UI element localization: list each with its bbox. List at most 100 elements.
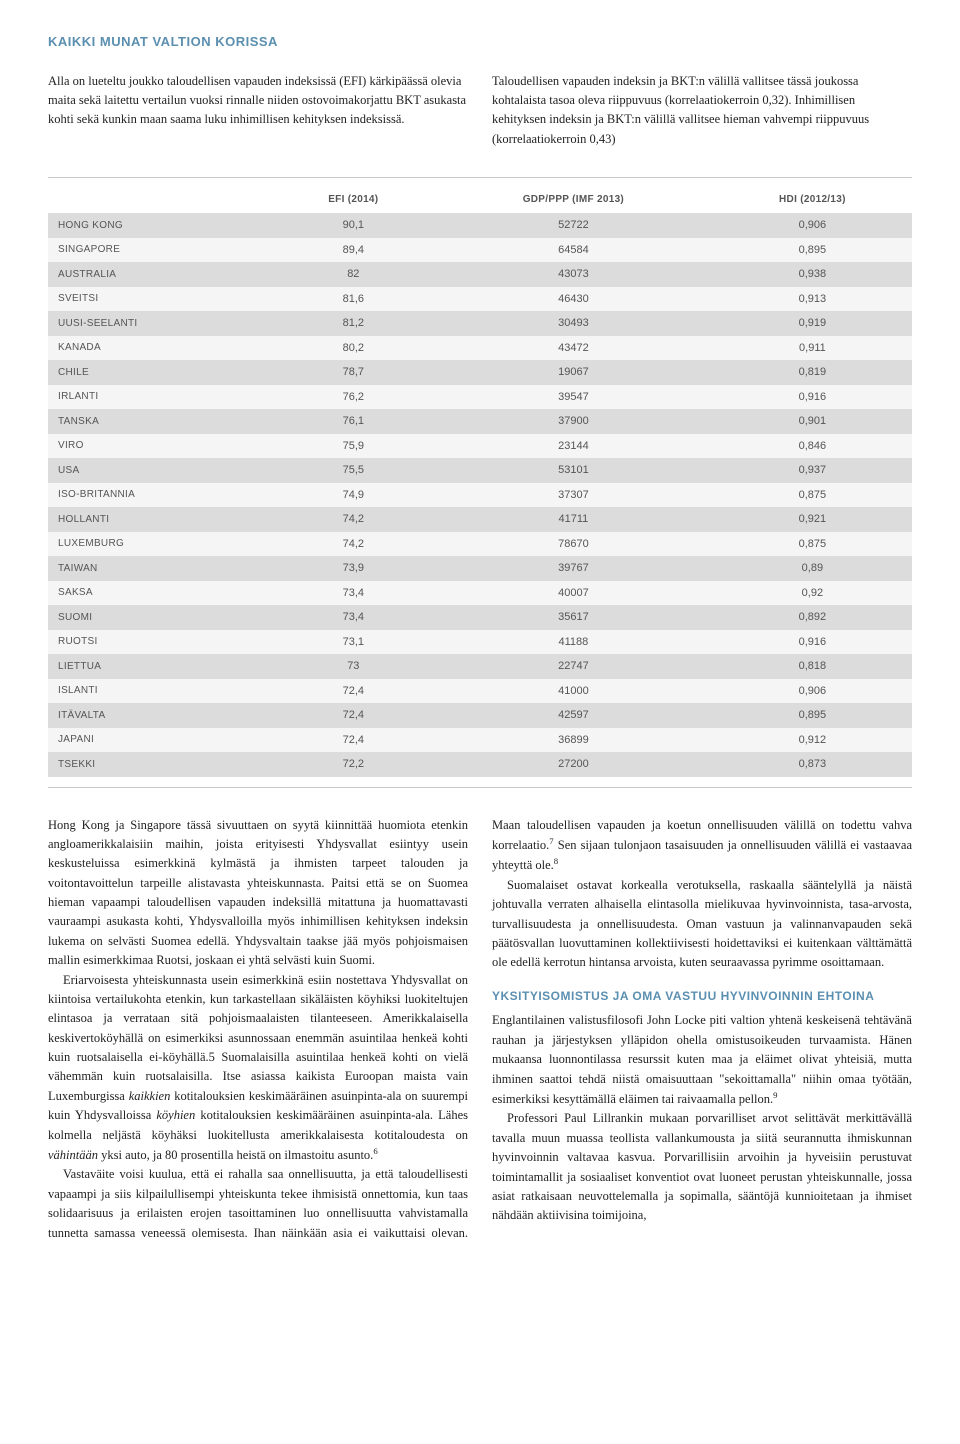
cell-value: 36899 <box>434 728 713 753</box>
cell-value: 72,2 <box>273 752 434 777</box>
cell-country: SUOMI <box>48 605 273 630</box>
cell-value: 64584 <box>434 238 713 263</box>
cell-value: 0,873 <box>713 752 912 777</box>
table-row: SAKSA73,4400070,92 <box>48 581 912 606</box>
cell-value: 37900 <box>434 409 713 434</box>
col-country <box>48 186 273 213</box>
table-row: VIRO75,9231440,846 <box>48 434 912 459</box>
cell-value: 74,9 <box>273 483 434 508</box>
cell-value: 41711 <box>434 507 713 532</box>
cell-value: 27200 <box>434 752 713 777</box>
cell-country: TANSKA <box>48 409 273 434</box>
table-header-row: EFI (2014) GDP/PPP (IMF 2013) HDI (2012/… <box>48 186 912 213</box>
table-row: HONG KONG90,1527220,906 <box>48 213 912 238</box>
col-efi: EFI (2014) <box>273 186 434 213</box>
cell-value: 0,901 <box>713 409 912 434</box>
table-row: USA75,5531010,937 <box>48 458 912 483</box>
cell-value: 75,9 <box>273 434 434 459</box>
cell-value: 76,1 <box>273 409 434 434</box>
cell-value: 39547 <box>434 385 713 410</box>
cell-country: LUXEMBURG <box>48 532 273 557</box>
cell-country: USA <box>48 458 273 483</box>
cell-country: IRLANTI <box>48 385 273 410</box>
cell-value: 90,1 <box>273 213 434 238</box>
cell-value: 82 <box>273 262 434 287</box>
cell-value: 0,921 <box>713 507 912 532</box>
cell-value: 39767 <box>434 556 713 581</box>
divider <box>48 177 912 178</box>
cell-value: 0,916 <box>713 630 912 655</box>
cell-value: 72,4 <box>273 728 434 753</box>
cell-value: 81,6 <box>273 287 434 312</box>
table-row: JAPANI72,4368990,912 <box>48 728 912 753</box>
cell-value: 0,937 <box>713 458 912 483</box>
cell-value: 0,938 <box>713 262 912 287</box>
cell-value: 0,911 <box>713 336 912 361</box>
cell-country: ISO-BRITANNIA <box>48 483 273 508</box>
table-row: SUOMI73,4356170,892 <box>48 605 912 630</box>
cell-country: SVEITSI <box>48 287 273 312</box>
cell-country: LIETTUA <box>48 654 273 679</box>
cell-value: 42597 <box>434 703 713 728</box>
cell-value: 0,913 <box>713 287 912 312</box>
table-row: LIETTUA73227470,818 <box>48 654 912 679</box>
body-paragraph: Eriarvoisesta yhteiskunnasta usein esime… <box>48 971 468 1166</box>
cell-value: 0,846 <box>713 434 912 459</box>
cell-value: 72,4 <box>273 679 434 704</box>
table-row: HOLLANTI74,2417110,921 <box>48 507 912 532</box>
cell-value: 0,818 <box>713 654 912 679</box>
cell-value: 0,919 <box>713 311 912 336</box>
cell-value: 0,92 <box>713 581 912 606</box>
body-text: Hong Kong ja Singapore tässä sivuuttaen … <box>48 816 912 1243</box>
cell-value: 80,2 <box>273 336 434 361</box>
cell-value: 23144 <box>434 434 713 459</box>
cell-value: 78670 <box>434 532 713 557</box>
body-paragraph: Hong Kong ja Singapore tässä sivuuttaen … <box>48 816 468 971</box>
cell-value: 76,2 <box>273 385 434 410</box>
cell-country: ITÄVALTA <box>48 703 273 728</box>
cell-value: 43073 <box>434 262 713 287</box>
cell-value: 40007 <box>434 581 713 606</box>
intro-left: Alla on lueteltu joukko taloudellisen va… <box>48 72 468 150</box>
cell-value: 0,895 <box>713 703 912 728</box>
cell-value: 0,819 <box>713 360 912 385</box>
cell-value: 53101 <box>434 458 713 483</box>
cell-value: 0,912 <box>713 728 912 753</box>
table-row: TANSKA76,1379000,901 <box>48 409 912 434</box>
cell-value: 19067 <box>434 360 713 385</box>
cell-value: 22747 <box>434 654 713 679</box>
cell-value: 0,906 <box>713 679 912 704</box>
cell-value: 35617 <box>434 605 713 630</box>
table-row: TSEKKI72,2272000,873 <box>48 752 912 777</box>
cell-value: 73,4 <box>273 581 434 606</box>
cell-value: 0,875 <box>713 532 912 557</box>
page-heading: KAIKKI MUNAT VALTION KORISSA <box>48 32 912 52</box>
body-paragraph: Suomalaiset ostavat korkealla verotuksel… <box>492 876 912 973</box>
body-paragraph: Professori Paul Lillrankin mukaan porvar… <box>492 1109 912 1225</box>
table-row: AUSTRALIA82430730,938 <box>48 262 912 287</box>
cell-value: 37307 <box>434 483 713 508</box>
cell-value: 75,5 <box>273 458 434 483</box>
col-gdp: GDP/PPP (IMF 2013) <box>434 186 713 213</box>
cell-value: 81,2 <box>273 311 434 336</box>
table-row: UUSI-SEELANTI81,2304930,919 <box>48 311 912 336</box>
table-row: ISO-BRITANNIA74,9373070,875 <box>48 483 912 508</box>
table-row: TAIWAN73,9397670,89 <box>48 556 912 581</box>
col-hdi: HDI (2012/13) <box>713 186 912 213</box>
table-row: SVEITSI81,6464300,913 <box>48 287 912 312</box>
cell-value: 41000 <box>434 679 713 704</box>
cell-value: 73,1 <box>273 630 434 655</box>
table-row: ITÄVALTA72,4425970,895 <box>48 703 912 728</box>
cell-value: 73,9 <box>273 556 434 581</box>
cell-value: 30493 <box>434 311 713 336</box>
divider <box>48 787 912 788</box>
cell-country: TAIWAN <box>48 556 273 581</box>
cell-value: 0,895 <box>713 238 912 263</box>
cell-value: 73 <box>273 654 434 679</box>
cell-value: 74,2 <box>273 507 434 532</box>
cell-country: CHILE <box>48 360 273 385</box>
table-row: RUOTSI73,1411880,916 <box>48 630 912 655</box>
cell-country: SINGAPORE <box>48 238 273 263</box>
intro-block: Alla on lueteltu joukko taloudellisen va… <box>48 72 912 150</box>
cell-country: TSEKKI <box>48 752 273 777</box>
